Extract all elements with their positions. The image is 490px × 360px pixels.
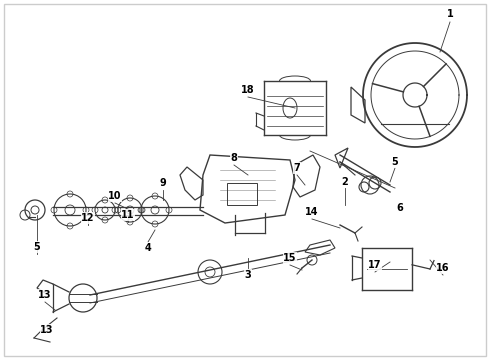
Text: 16: 16	[436, 263, 450, 273]
FancyBboxPatch shape	[227, 183, 257, 205]
Text: 14: 14	[305, 207, 319, 217]
Text: 7: 7	[294, 163, 300, 173]
Text: 13: 13	[38, 290, 52, 300]
Text: 12: 12	[81, 213, 95, 223]
Text: 2: 2	[342, 177, 348, 187]
Text: 10: 10	[108, 191, 122, 201]
Text: 17: 17	[368, 260, 382, 270]
Text: 8: 8	[231, 153, 238, 163]
Text: 6: 6	[396, 203, 403, 213]
Text: 13: 13	[40, 325, 54, 335]
Text: 15: 15	[283, 253, 297, 263]
Text: 9: 9	[160, 178, 167, 188]
Text: 4: 4	[145, 243, 151, 253]
Text: 11: 11	[121, 210, 135, 220]
Text: 5: 5	[392, 157, 398, 167]
Text: 5: 5	[34, 242, 40, 252]
Text: 3: 3	[245, 270, 251, 280]
Text: 1: 1	[446, 9, 453, 19]
Text: 18: 18	[241, 85, 255, 95]
